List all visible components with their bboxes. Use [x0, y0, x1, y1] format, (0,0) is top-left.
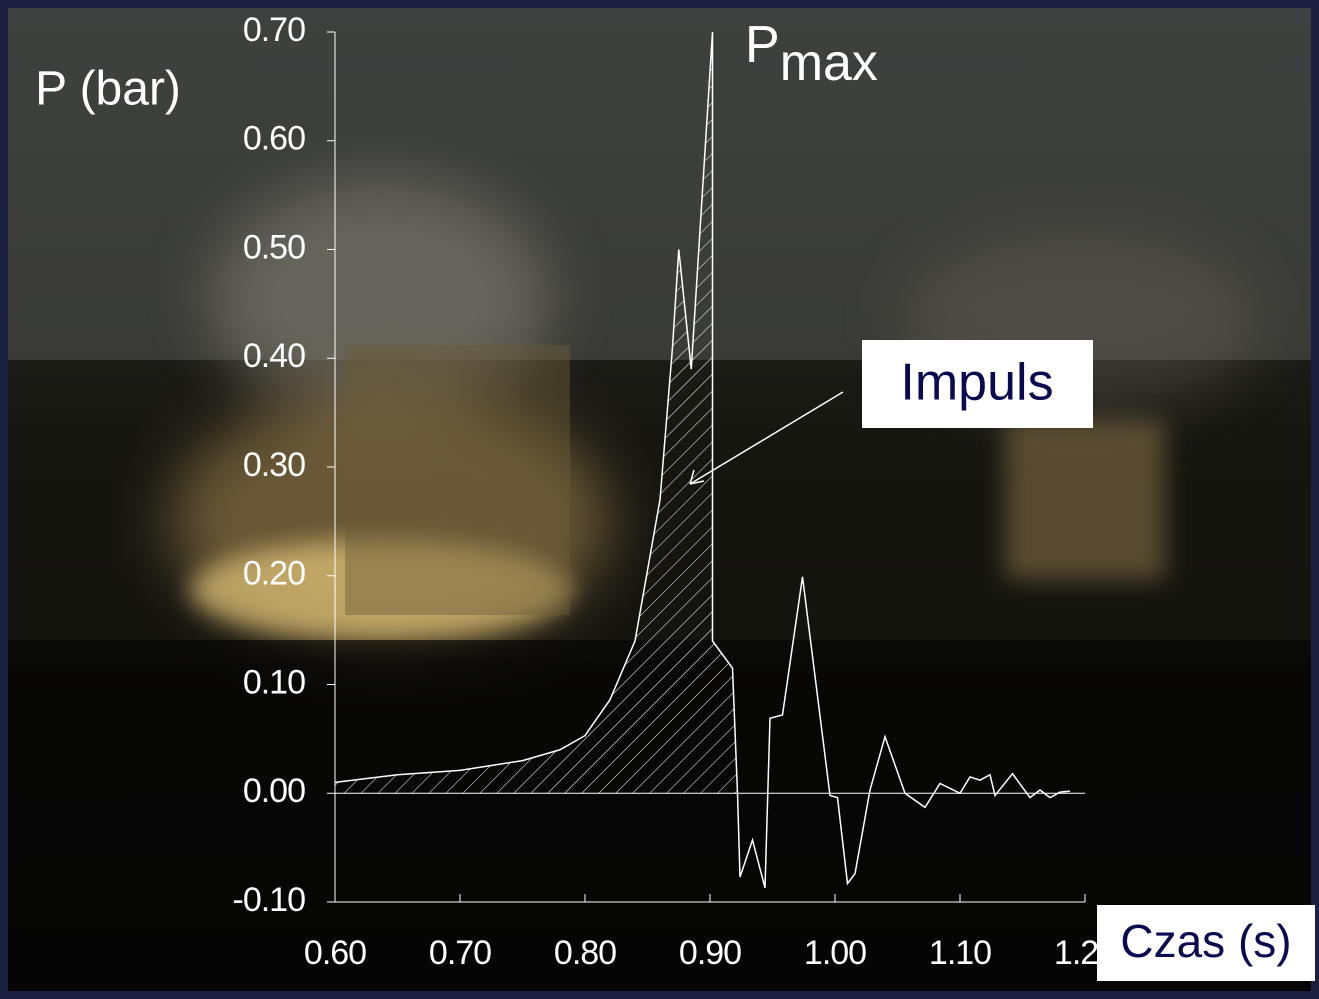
y-tick-label: 0.00 [243, 772, 305, 810]
y-tick-label: -0.10 [233, 881, 306, 919]
y-tick-label: 0.40 [243, 337, 305, 375]
y-tick-label: 0.10 [243, 663, 305, 701]
impuls-label: Impuls [900, 354, 1053, 412]
y-tick-label: 0.30 [243, 446, 305, 484]
peak-label-main: P [745, 16, 780, 74]
y-tick-label: 0.50 [243, 228, 305, 266]
y-axis-label: P (bar) [35, 63, 181, 116]
peak-label-subscript: max [780, 34, 878, 92]
x-tick-label: 0.80 [554, 934, 616, 972]
x-tick-label: 0.90 [679, 934, 741, 972]
y-tick-label: 0.20 [243, 555, 305, 593]
x-tick-label: 1.20 [1054, 934, 1116, 972]
impulse-area [335, 32, 738, 794]
y-tick-label: 0.60 [243, 120, 305, 158]
x-tick-label: 0.60 [304, 934, 366, 972]
x-axis-label: Czas (s) [1120, 915, 1291, 967]
impuls-arrow [689, 391, 844, 485]
pressure-line [334, 31, 1071, 889]
peak-label: Pmax [745, 16, 878, 92]
x-label-box [1097, 905, 1315, 981]
impuls-box [862, 340, 1093, 428]
x-tick-label: 0.70 [429, 934, 491, 972]
y-tick-label: 0.70 [243, 11, 305, 49]
x-tick-label: 1.10 [929, 934, 991, 972]
x-tick-label: 1.00 [804, 934, 866, 972]
